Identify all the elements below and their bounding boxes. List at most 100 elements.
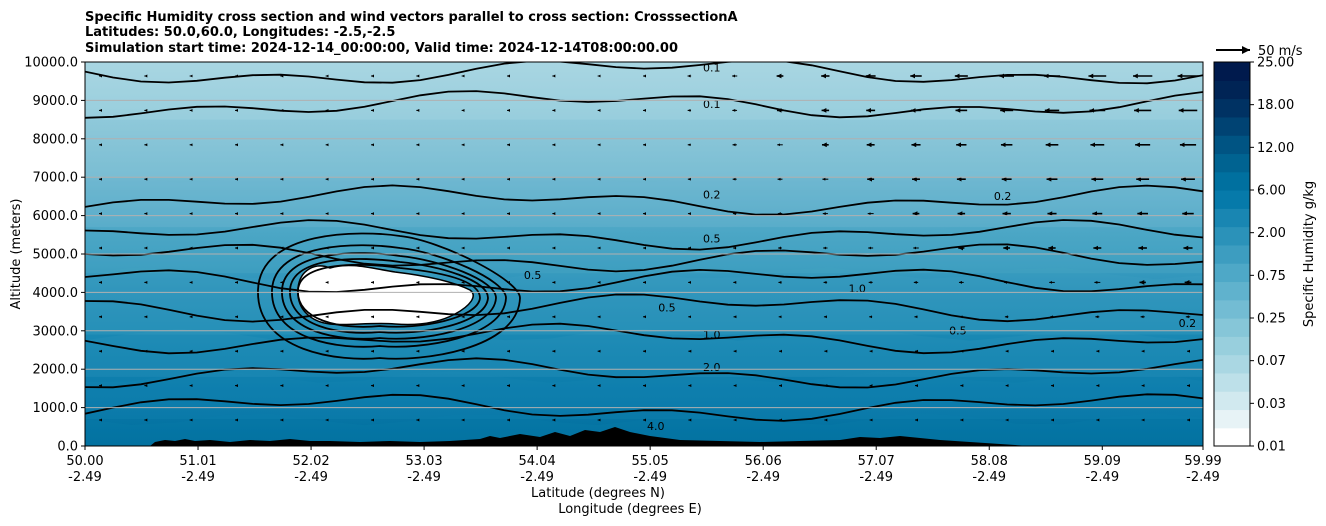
colorbar-swatch xyxy=(1214,80,1250,100)
contour-line xyxy=(85,393,1203,422)
colorbar-swatch xyxy=(1214,62,1250,81)
x-tick-label-lon: -2.49 xyxy=(407,470,441,485)
contour-line xyxy=(85,322,1203,355)
x-tick-label-lon: -2.49 xyxy=(746,470,780,485)
colorbar-swatch xyxy=(1214,98,1250,118)
contour-label: 0.1 xyxy=(703,98,721,111)
y-tick-label: 6000.0 xyxy=(33,209,79,224)
x-tick-label-lat: 54.04 xyxy=(519,454,556,469)
terrain xyxy=(150,427,1030,446)
x-axis-ticks: 50.00-2.4951.01-2.4952.02-2.4953.03-2.49… xyxy=(66,446,1222,485)
x-tick-label-lon: -2.49 xyxy=(859,470,893,485)
x-tick-label-lon: -2.49 xyxy=(181,470,215,485)
y-tick-label: 4000.0 xyxy=(33,286,79,301)
colorbar-tick-label: 2.00 xyxy=(1257,226,1286,241)
x-tick-label-lat: 51.01 xyxy=(179,454,216,469)
contour-label: 1.0 xyxy=(703,328,721,341)
x-tick-label-lon: -2.49 xyxy=(1085,470,1119,485)
contour-label: 0.1 xyxy=(703,62,721,75)
colorbar-tick-label: 0.01 xyxy=(1257,440,1286,455)
colorbar-swatch xyxy=(1214,190,1250,209)
chart-title-line-3: Simulation start time: 2024-12-14_00:00:… xyxy=(85,41,678,56)
colorbar-tick-label: 18.00 xyxy=(1257,98,1294,113)
humidity-contours xyxy=(85,62,1203,422)
colorbar-swatch xyxy=(1214,372,1250,392)
colorbar-ticks: 0.01 0.03 0.07 0.25 0.75 2.00 6.00 12.00 18.00 25… xyxy=(1250,56,1294,455)
y-tick-label: 5000.0 xyxy=(33,248,79,263)
y-tick-label: 9000.0 xyxy=(33,94,79,109)
contour-label: 0.5 xyxy=(703,232,721,245)
colorbar-swatch xyxy=(1214,354,1250,374)
y-tick-label: 10000.0 xyxy=(24,56,78,71)
dry-pocket-contour xyxy=(271,244,507,348)
y-axis-label: Altitude (meters) xyxy=(9,199,24,310)
colorbar-swatch xyxy=(1214,281,1250,301)
y-tick-label: 7000.0 xyxy=(33,171,79,186)
x-tick-label-lon: -2.49 xyxy=(68,470,102,485)
contour-line xyxy=(85,90,1203,119)
colorbar xyxy=(1214,62,1250,447)
y-gridlines xyxy=(85,99,1203,409)
x-axis-label-latitude: Latitude (degrees N) xyxy=(531,486,665,501)
colorbar-swatch xyxy=(1214,263,1250,283)
y-tick-label: 1000.0 xyxy=(33,401,79,416)
colorbar-swatch xyxy=(1214,427,1250,447)
x-axis-label-longitude: Longitude (degrees E) xyxy=(558,502,702,517)
y-tick-label: 8000.0 xyxy=(33,132,79,147)
colorbar-tick-label: 0.75 xyxy=(1257,269,1286,284)
contour-label: 0.5 xyxy=(524,269,542,282)
contour-line xyxy=(85,293,1203,323)
colorbar-tick-label: 0.03 xyxy=(1257,397,1286,412)
colorbar-frame xyxy=(1213,61,1251,447)
y-tick-label: 0.0 xyxy=(57,440,78,455)
contour-line xyxy=(85,268,1203,293)
colorbar-tick-label: 0.07 xyxy=(1257,354,1286,369)
x-tick-label-lon: -2.49 xyxy=(633,470,667,485)
contour-line xyxy=(85,219,1203,251)
colorbar-swatch xyxy=(1214,409,1250,429)
colorbar-swatch xyxy=(1214,171,1250,191)
humidity-band-0.07 xyxy=(85,62,1203,120)
x-tick-label-lat: 58.08 xyxy=(971,454,1008,469)
contour-line xyxy=(85,243,1203,273)
contour-line xyxy=(85,184,1203,216)
x-tick-label-lon: -2.49 xyxy=(972,470,1006,485)
x-tick-label-lon: -2.49 xyxy=(294,470,328,485)
contour-line xyxy=(85,62,1203,85)
x-tick-label-lat: 50.00 xyxy=(66,454,103,469)
x-tick-label-lon: -2.49 xyxy=(1186,470,1220,485)
x-tick-label-lat: 59.09 xyxy=(1084,454,1121,469)
colorbar-swatch xyxy=(1214,153,1250,173)
y-tick-label: 2000.0 xyxy=(33,363,79,378)
chart-title-line-2: Latitudes: 50.0,60.0, Longitudes: -2.5,-… xyxy=(85,25,395,40)
colorbar-tick-label: 6.00 xyxy=(1257,184,1286,199)
colorbar-swatch xyxy=(1214,336,1250,356)
x-tick-label-lat: 52.02 xyxy=(292,454,329,469)
contour-label: 0.2 xyxy=(703,188,721,201)
colorbar-swatch xyxy=(1214,135,1250,155)
x-tick-label-lat: 53.03 xyxy=(405,454,442,469)
plot-area: 0.10.10.2 0.20.50.50.50.51.01.02.04.00.2 xyxy=(85,62,1203,446)
colorbar-tick-label: 0.25 xyxy=(1257,312,1286,327)
colorbar-swatch xyxy=(1214,116,1250,136)
wind-key-label: 50 m/s xyxy=(1258,44,1303,59)
colorbar-tick-label: 12.00 xyxy=(1257,141,1294,156)
x-tick-label-lat: 59.99 xyxy=(1184,454,1221,469)
humidity-bands xyxy=(85,62,1203,446)
x-tick-label-lat: 56.06 xyxy=(745,454,782,469)
contour-label: 1.0 xyxy=(848,282,866,295)
y-axis-ticks: 0.0 1000.0 2000.0 3000.0 4000.0 5000.0 6000.0 7… xyxy=(24,56,85,455)
contour-label: 0.2 xyxy=(994,190,1012,203)
contour-label: 0.5 xyxy=(658,302,676,315)
chart-title-line-1: Specific Humidity cross section and wind… xyxy=(85,10,738,25)
dry-pocket-contour xyxy=(257,232,521,360)
dry-pocket-contour xyxy=(281,252,497,340)
contour-label: 0.2 xyxy=(1179,317,1197,330)
dry-pocket-contour xyxy=(297,263,481,328)
colorbar-swatch xyxy=(1214,299,1250,319)
x-tick-label-lat: 57.07 xyxy=(858,454,895,469)
colorbar-swatch xyxy=(1214,208,1250,228)
colorbar-label: Specific Humidity g/kg xyxy=(1302,181,1317,327)
colorbar-swatch xyxy=(1214,226,1250,246)
